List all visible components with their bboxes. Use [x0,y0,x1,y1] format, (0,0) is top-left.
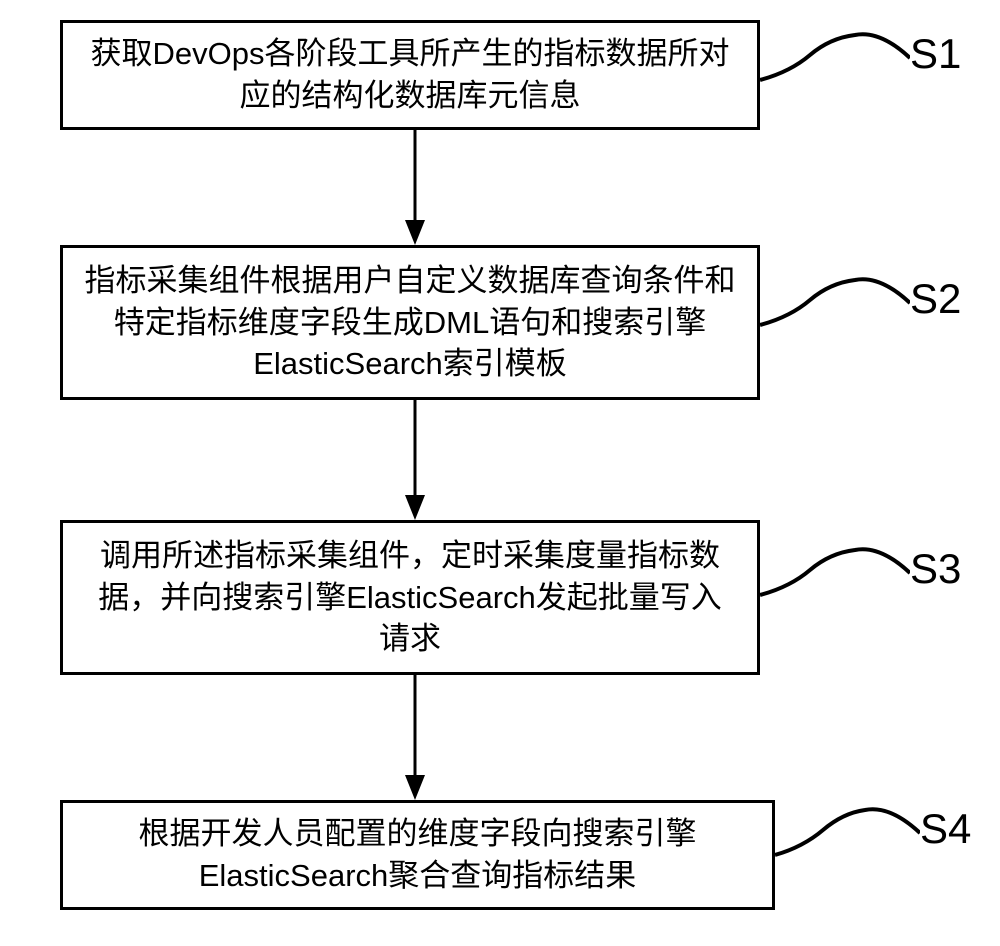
connector-s3 [760,545,910,605]
flow-box-s4: 根据开发人员配置的维度字段向搜索引擎ElasticSearch聚合查询指标结果 [60,800,775,910]
connector-s1 [760,30,910,90]
flow-box-s4-text: 根据开发人员配置的维度字段向搜索引擎ElasticSearch聚合查询指标结果 [83,813,752,897]
arrow-s2-s3 [400,400,430,520]
flow-box-s3-text: 调用所述指标采集组件，定时采集度量指标数据，并向搜索引擎ElasticSearc… [83,535,737,661]
connector-s4 [775,805,920,865]
flow-box-s1-text: 获取DevOps各阶段工具所产生的指标数据所对应的结构化数据库元信息 [83,33,737,117]
arrow-s3-s4 [400,675,430,800]
flow-box-s3: 调用所述指标采集组件，定时采集度量指标数据，并向搜索引擎ElasticSearc… [60,520,760,675]
arrow-s1-s2 [400,130,430,245]
flow-box-s1: 获取DevOps各阶段工具所产生的指标数据所对应的结构化数据库元信息 [60,20,760,130]
step-label-s2: S2 [910,275,961,323]
step-label-s3: S3 [910,545,961,593]
flow-box-s2-text: 指标采集组件根据用户自定义数据库查询条件和特定指标维度字段生成DML语句和搜索引… [83,260,737,386]
connector-s2 [760,275,910,335]
step-label-s1: S1 [910,30,961,78]
flow-box-s2: 指标采集组件根据用户自定义数据库查询条件和特定指标维度字段生成DML语句和搜索引… [60,245,760,400]
step-label-s4: S4 [920,805,971,853]
